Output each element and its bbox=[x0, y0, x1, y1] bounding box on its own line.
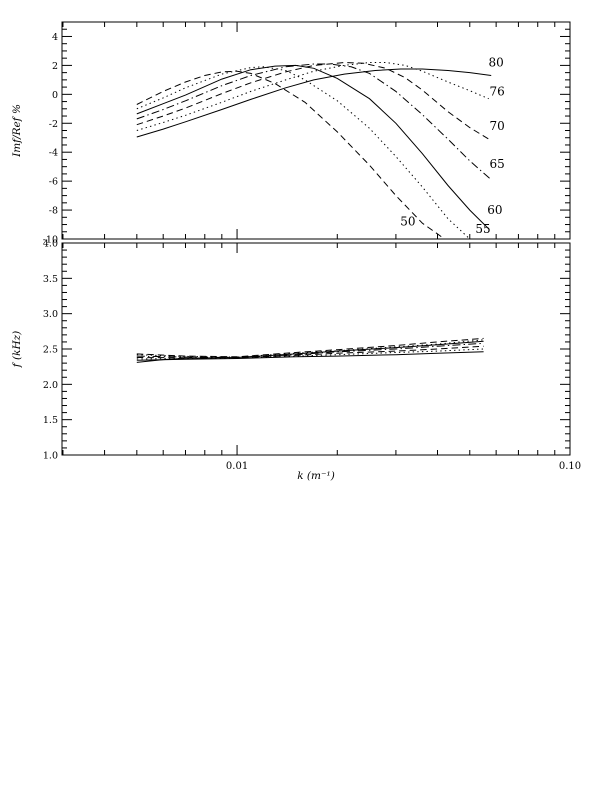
curve-label-70: 70 bbox=[489, 119, 504, 133]
y-tick-label: 4.0 bbox=[43, 239, 58, 250]
y-tick-label: 3.5 bbox=[43, 274, 58, 285]
x-tick-label: 0.01 bbox=[226, 461, 248, 472]
y-tick-label: 2 bbox=[52, 61, 58, 72]
y-tick-label: -8 bbox=[49, 206, 58, 217]
y-tick-label: 2.5 bbox=[43, 345, 58, 356]
y-tick-label: -6 bbox=[49, 177, 58, 188]
curve-label-76: 76 bbox=[489, 84, 504, 98]
curve-label-60: 60 bbox=[487, 203, 502, 217]
y-axis-label-panel-1: Imf/Ref % bbox=[11, 104, 23, 158]
y-tick-label: 0 bbox=[52, 90, 58, 101]
curve-65-panel-2 bbox=[136, 342, 484, 359]
curve-label-55: 55 bbox=[475, 222, 490, 236]
y-tick-label: 1.0 bbox=[43, 451, 58, 462]
curve-label-50: 50 bbox=[400, 215, 415, 229]
curve-65-panel-1 bbox=[136, 63, 492, 181]
curve-50-panel-2 bbox=[136, 337, 484, 358]
x-axis-label: k (m⁻¹) bbox=[297, 470, 335, 482]
curve-50-panel-1 bbox=[136, 70, 445, 240]
y-tick-label: 4 bbox=[52, 32, 58, 43]
curve-55-panel-1 bbox=[136, 66, 471, 240]
y-tick-label: 1.5 bbox=[43, 415, 58, 426]
curve-76-panel-2 bbox=[136, 348, 484, 360]
curve-80-panel-2 bbox=[136, 351, 484, 361]
curve-80-panel-1 bbox=[136, 68, 492, 138]
y-tick-label: 3.0 bbox=[43, 309, 58, 320]
y-axis-label-panel-2: f (kHz) bbox=[11, 331, 23, 368]
x-tick-label: 0.10 bbox=[559, 461, 581, 472]
y-tick-label: -10 bbox=[43, 235, 58, 246]
curve-label-65: 65 bbox=[489, 157, 504, 171]
curve-label-80: 80 bbox=[488, 56, 503, 70]
curve-70-panel-1 bbox=[136, 61, 492, 142]
curve-70-panel-2 bbox=[136, 345, 484, 359]
panel-2-frame bbox=[61, 242, 571, 456]
y-tick-label: -2 bbox=[49, 119, 58, 130]
y-tick-label: -4 bbox=[49, 148, 58, 159]
curve-60-panel-1 bbox=[136, 64, 490, 230]
y-tick-label: 2.0 bbox=[43, 380, 58, 391]
